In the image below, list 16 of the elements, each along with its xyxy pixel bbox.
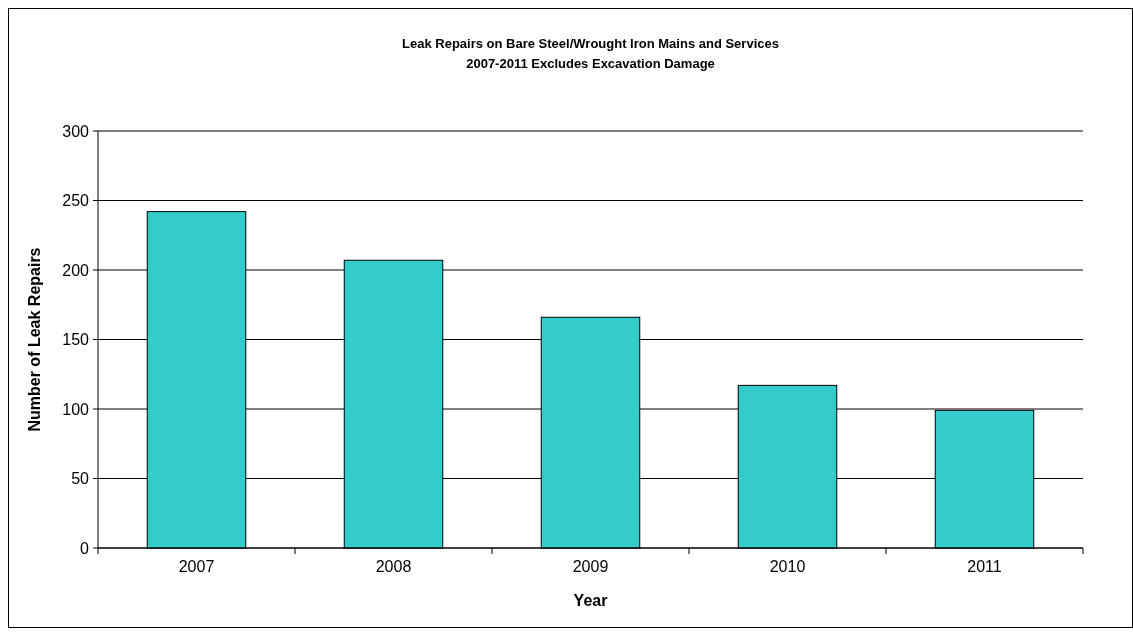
y-tick-label: 100 [62,400,90,418]
x-tick-label: 2008 [375,558,412,575]
x-tick-label: 2009 [572,558,609,575]
chart-subtitle: 2007-2011 Excludes Excavation Damage [466,56,715,71]
y-tick-label: 300 [62,122,90,140]
x-tick-label: 2011 [967,558,1002,575]
y-tick-label: 0 [80,539,90,557]
x-tick-label: 2007 [178,558,215,575]
x-tick-label: 2010 [769,558,806,575]
y-tick-label: 250 [62,192,90,210]
x-axis-title: Year [573,592,608,609]
y-tick-label: 150 [62,331,90,349]
chart-title: Leak Repairs on Bare Steel/Wrought Iron Mains and Services [402,36,779,51]
y-axis-title: Number of Leak Repairs [26,247,43,432]
y-tick-label: 50 [71,470,90,488]
y-tick-label: 200 [62,261,90,279]
